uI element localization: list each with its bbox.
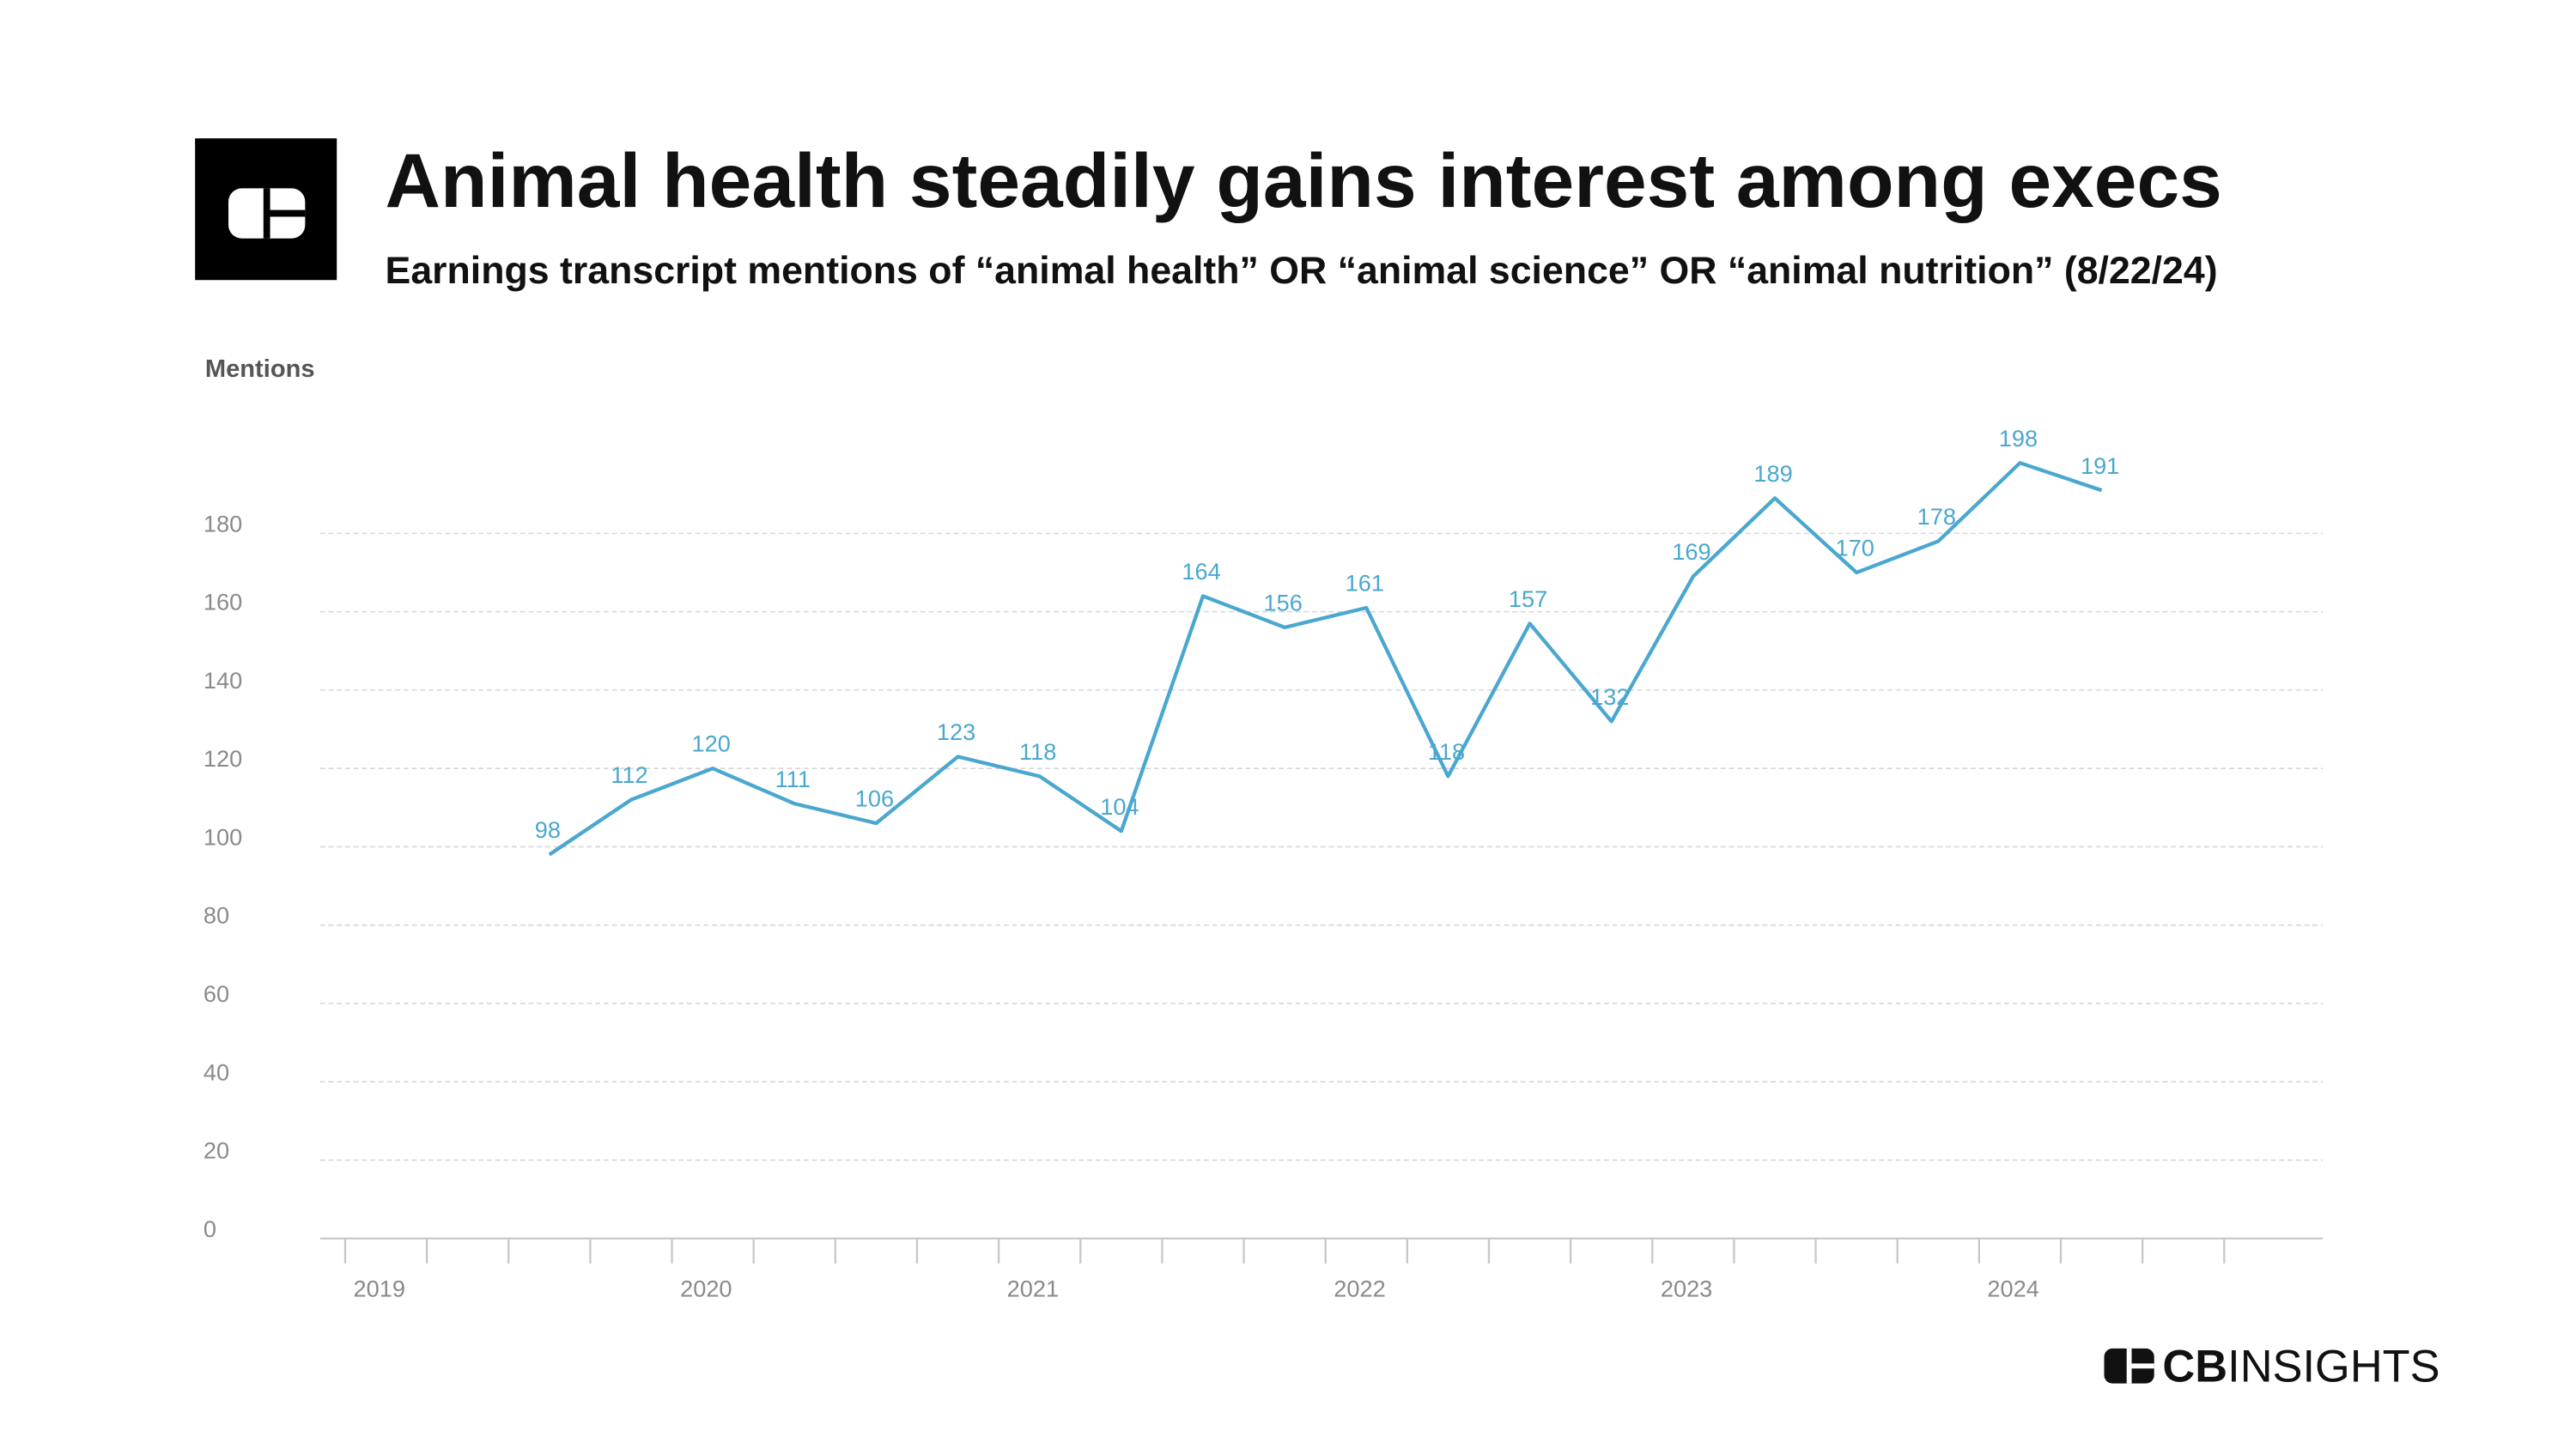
y-tick-label: 100: [204, 823, 242, 850]
data-label: 132: [1590, 683, 1629, 710]
data-label: 178: [1917, 503, 1956, 530]
y-tick-label: 60: [204, 980, 229, 1007]
x-tick-label: 2024: [1987, 1276, 2038, 1302]
brand-logo: CBINSIGHTS: [2104, 1343, 2440, 1392]
data-label: 120: [691, 731, 730, 757]
y-tick-label: 140: [204, 667, 242, 694]
brand-strong: CB: [2162, 1343, 2227, 1392]
data-label: 169: [1672, 538, 1710, 565]
data-label: 123: [937, 718, 975, 745]
data-label: 170: [1836, 535, 1874, 561]
data-label: 161: [1346, 570, 1384, 597]
brand-rest: INSIGHTS: [2227, 1343, 2440, 1392]
data-label: 118: [1428, 738, 1465, 765]
data-line: [548, 461, 2103, 857]
y-tick-label: 0: [204, 1216, 216, 1242]
y-tick-label: 160: [204, 589, 242, 615]
x-tick-label: 2019: [354, 1276, 405, 1302]
data-label: 189: [1753, 460, 1792, 487]
y-tick-label: 40: [204, 1058, 229, 1085]
data-label: 112: [611, 761, 647, 788]
data-label: 98: [535, 816, 561, 843]
x-tick-label: 2021: [1007, 1276, 1059, 1302]
x-tick-label: 2020: [680, 1276, 732, 1302]
data-label: 164: [1182, 558, 1220, 585]
y-tick-label: 20: [204, 1137, 229, 1164]
data-label: 156: [1264, 589, 1303, 615]
x-tick-label: 2023: [1661, 1276, 1712, 1302]
data-label: 106: [855, 785, 894, 812]
brand-text: CBINSIGHTS: [2162, 1343, 2439, 1392]
data-label: 104: [1100, 793, 1139, 820]
y-tick-label: 120: [204, 745, 242, 772]
chart-subtitle: Earnings transcript mentions of “animal …: [386, 250, 2218, 292]
data-label: 198: [1999, 425, 2038, 452]
y-tick-label: 80: [204, 902, 229, 929]
data-label: 191: [2081, 452, 2119, 479]
data-label: 157: [1509, 585, 1547, 612]
data-label: 111: [775, 766, 811, 792]
logo: [195, 138, 337, 281]
y-axis-title: Mentions: [205, 355, 315, 383]
x-tick-label: 2022: [1334, 1276, 1385, 1302]
chart-title: Animal health steadily gains interest am…: [386, 137, 2222, 223]
y-tick-label: 180: [204, 510, 242, 537]
data-label: 118: [1019, 738, 1056, 765]
